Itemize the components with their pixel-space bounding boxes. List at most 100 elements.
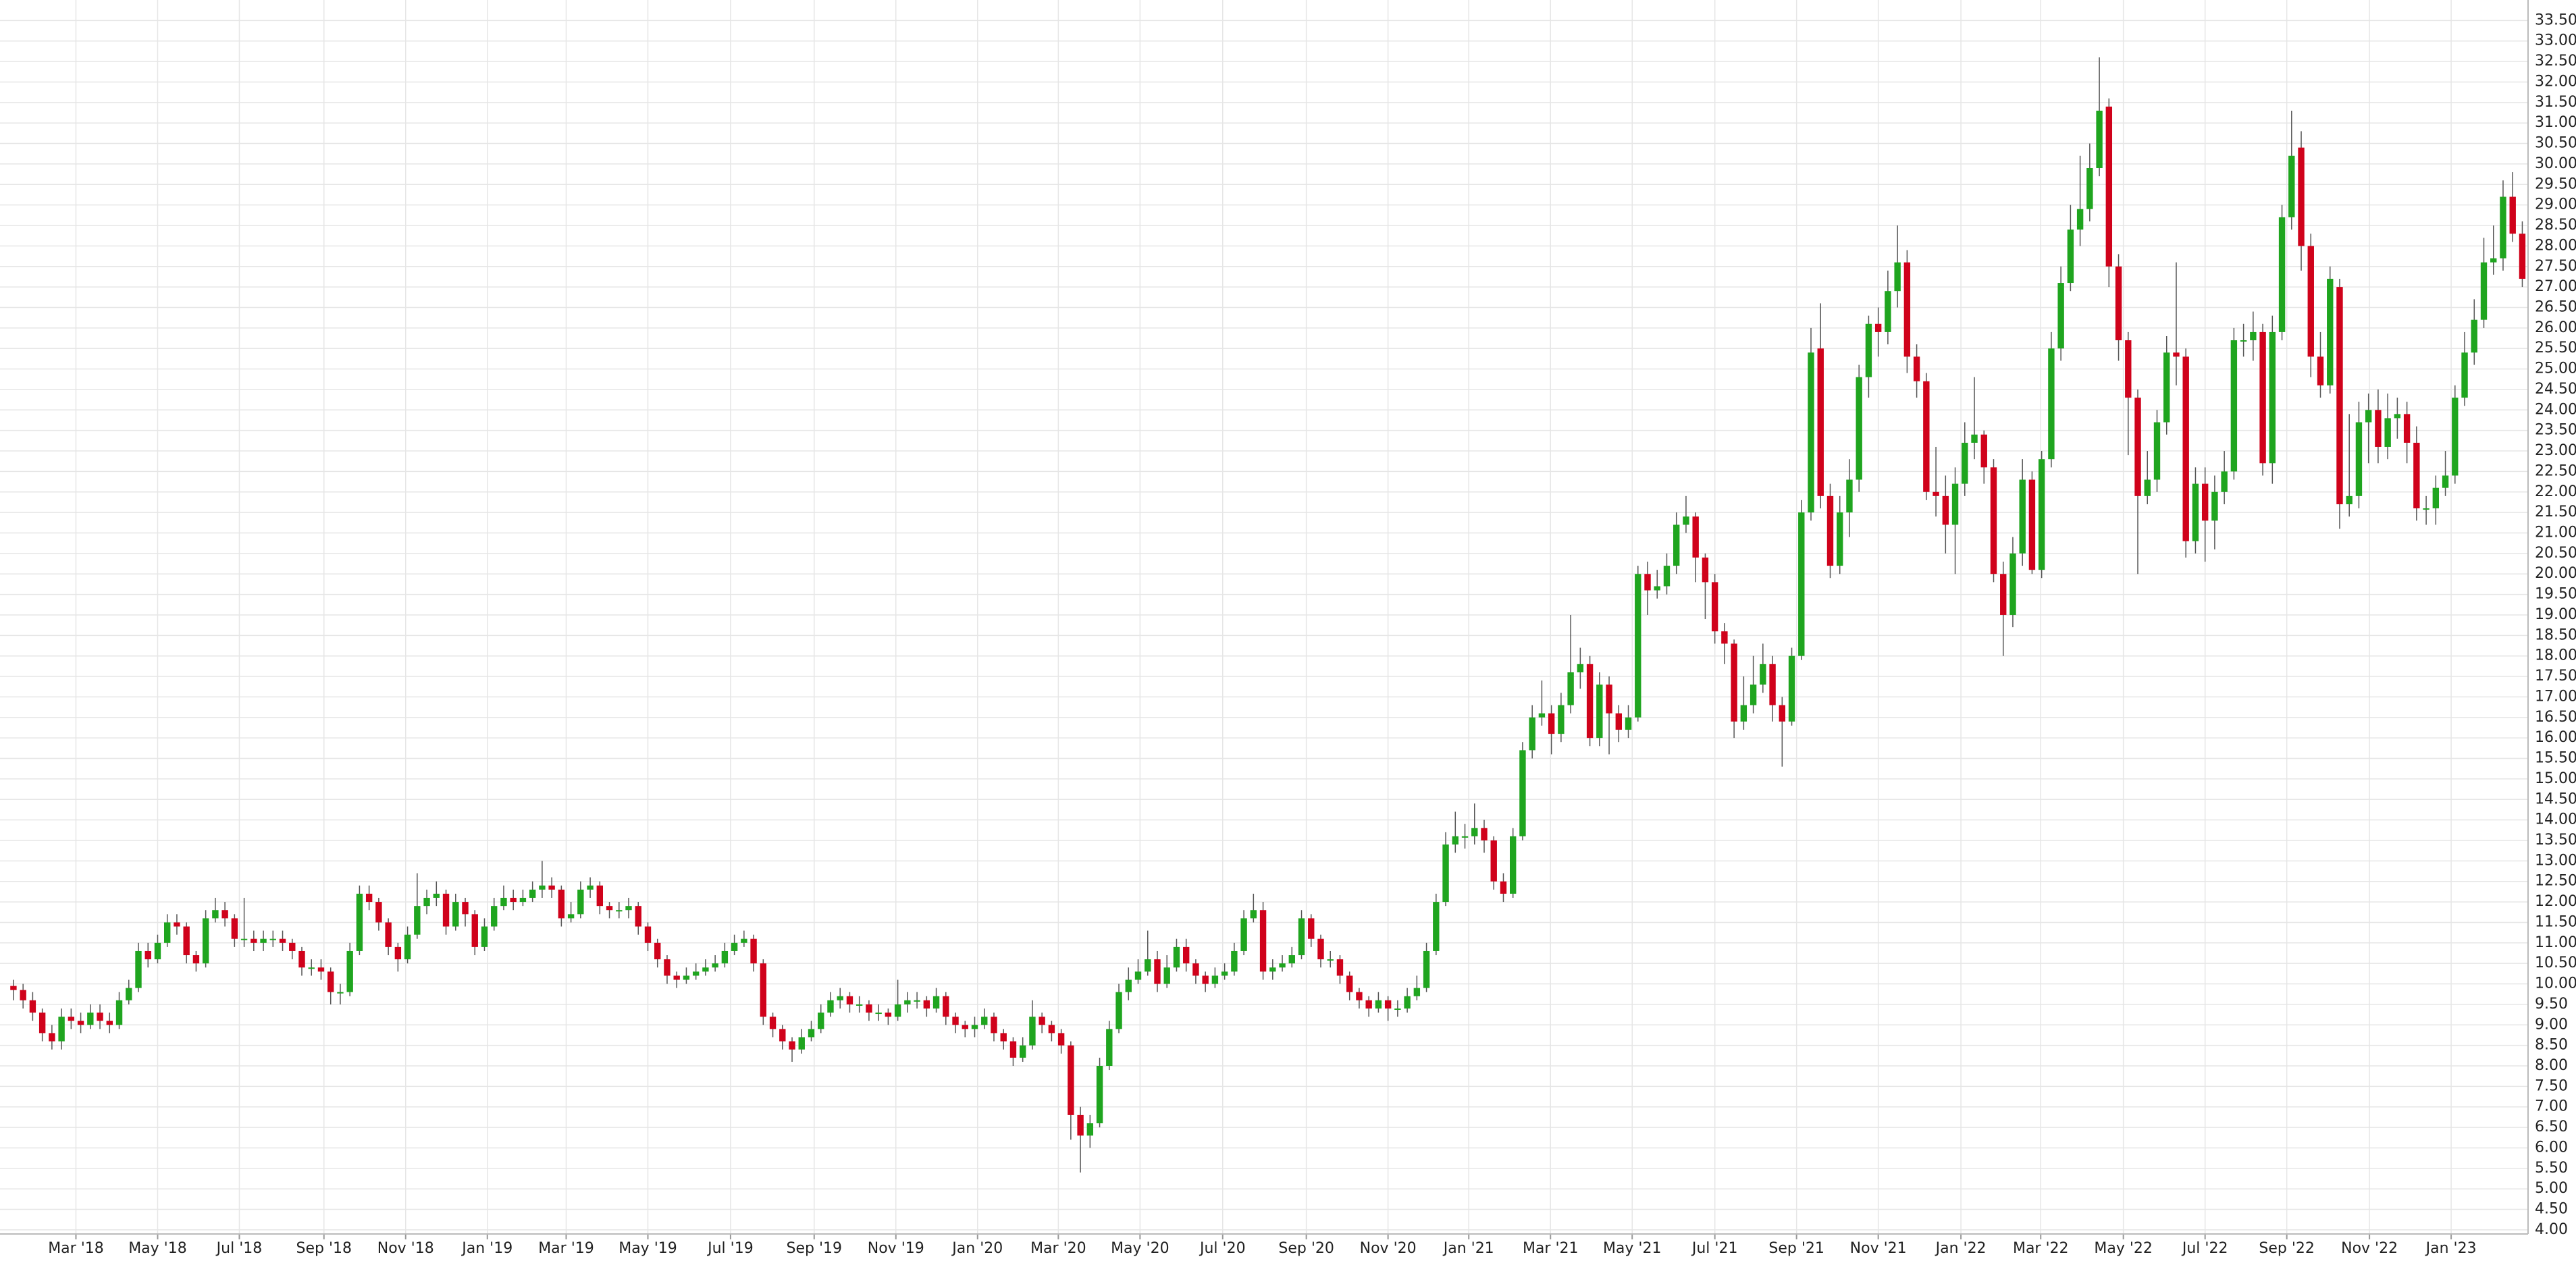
x-tick-label: Mar '22 [2013,1240,2069,1257]
candle-body [144,950,151,960]
candle-body [1663,566,1671,587]
y-tick-label: 20.50 [2535,545,2576,562]
y-tick-label: 23.50 [2535,422,2576,439]
candle-body [1346,975,1353,992]
y-tick-label: 26.00 [2535,319,2576,336]
x-tick-label: May '18 [128,1240,187,1257]
y-tick-label: 13.50 [2535,832,2576,849]
y-tick-label: 10.50 [2535,955,2576,971]
y-tick-label: 12.50 [2535,873,2576,890]
candle-body [346,950,353,992]
y-tick-label: 16.50 [2535,709,2576,726]
candle-body [1654,586,1660,591]
candle-body [1048,1025,1055,1033]
candle-body [2057,283,2064,349]
y-tick-label: 7.00 [2535,1098,2568,1115]
candle-body [2144,479,2151,496]
candle-body [1798,512,1805,656]
candle-body [2211,491,2218,521]
candle-body [433,893,440,898]
candle-body [654,942,661,960]
y-tick-label: 28.00 [2535,237,2576,254]
candle-body [1529,717,1535,751]
candle-body [404,934,411,960]
candle-body [1644,574,1651,591]
candle-body [1125,979,1132,992]
candle-body [2519,234,2526,279]
candle-body [914,1000,920,1002]
candle-body [2375,410,2382,447]
candle-body [2221,471,2228,492]
y-tick-label: 23.00 [2535,442,2576,459]
candle-body [818,1013,824,1029]
candle-body [1106,1029,1113,1067]
candle-body [875,1013,882,1015]
y-tick-label: 19.50 [2535,586,2576,603]
x-tick-label: Sep '21 [1768,1240,1824,1257]
candle-body [616,910,623,912]
candle-body [2500,196,2506,259]
candle-body [231,918,238,939]
candle-body [1760,664,1766,685]
candle-body [1356,992,1363,1000]
candle-body [1288,955,1295,964]
candle-body [1182,946,1190,964]
candle-body [126,988,132,1000]
candle-body [962,1025,968,1029]
candle-body [2240,340,2247,342]
candle-body [1134,971,1142,980]
candle-body [1885,291,1891,332]
candle-body [20,990,26,1000]
candle-body [423,898,430,907]
candle-body [2076,209,2084,230]
candle-body [1077,1114,1084,1136]
y-tick-label: 20.00 [2535,565,2576,582]
candle-body [2394,414,2401,419]
y-tick-label: 5.50 [2535,1160,2568,1177]
candle-body [2384,418,2391,447]
candle-body [1154,959,1161,984]
candle-body [414,906,421,935]
x-tick-label: Jan '23 [2425,1240,2477,1257]
candle-body [702,967,709,972]
candle-body [1951,483,1959,525]
candle-body [2413,442,2420,509]
candle-body [2442,475,2449,488]
candle-body [1433,902,1440,951]
y-tick-label: 21.50 [2535,504,2576,520]
candle-body [2000,574,2007,615]
candle-body [1452,836,1458,845]
candle-body [1394,1008,1401,1010]
candle-body [1586,664,1594,738]
x-tick-label: Sep '19 [787,1240,843,1257]
y-tick-label: 15.00 [2535,770,2576,787]
candle-body [183,926,190,956]
candle-body [97,1013,103,1021]
candle-body [2230,340,2238,472]
candle-body [721,950,729,964]
y-tick-label: 15.50 [2535,750,2576,767]
y-tick-label: 31.50 [2535,94,2576,111]
x-tick-label: Sep '22 [2259,1240,2315,1257]
x-tick-label: Jan '19 [461,1240,512,1257]
candle-body [308,967,315,969]
candle-body [68,1017,75,1021]
candle-body [606,906,613,911]
candle-body [337,992,344,994]
candle-body [1404,996,1411,1009]
candle-body [2403,414,2411,443]
candle-body [471,914,478,947]
candle-body [2182,356,2189,541]
candle-body [1558,705,1565,734]
candle-body [2067,230,2074,284]
candle-body [452,902,459,927]
candle-body [2096,110,2103,168]
y-tick-label: 18.00 [2535,647,2576,664]
candle-body [2028,479,2036,570]
candle-body [712,963,718,968]
candle-body [1009,1041,1017,1058]
candle-body [1971,434,1978,443]
candle-body [1750,684,1757,705]
candle-body [2163,352,2170,423]
